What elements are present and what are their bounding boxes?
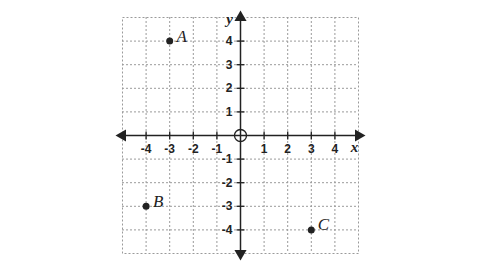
svg-text:-2: -2 <box>188 142 199 156</box>
svg-text:x: x <box>350 139 359 155</box>
svg-text:-4: -4 <box>222 223 233 237</box>
svg-text:3: 3 <box>226 58 233 72</box>
svg-text:4: 4 <box>332 142 339 156</box>
svg-text:1: 1 <box>261 142 268 156</box>
svg-text:-2: -2 <box>222 176 233 190</box>
svg-text:C: C <box>318 215 330 234</box>
svg-text:-3: -3 <box>222 199 233 213</box>
svg-text:1: 1 <box>226 105 233 119</box>
svg-text:-1: -1 <box>211 142 223 157</box>
svg-text:A: A <box>176 27 188 46</box>
svg-text:-1: -1 <box>222 152 233 166</box>
svg-text:-4: -4 <box>141 142 152 156</box>
svg-text:-3: -3 <box>164 142 175 156</box>
svg-text:2: 2 <box>226 81 233 95</box>
svg-text:y: y <box>224 11 233 27</box>
svg-text:3: 3 <box>308 142 315 156</box>
svg-text:4: 4 <box>226 34 233 48</box>
svg-text:2: 2 <box>284 142 291 156</box>
svg-text:B: B <box>153 192 164 211</box>
